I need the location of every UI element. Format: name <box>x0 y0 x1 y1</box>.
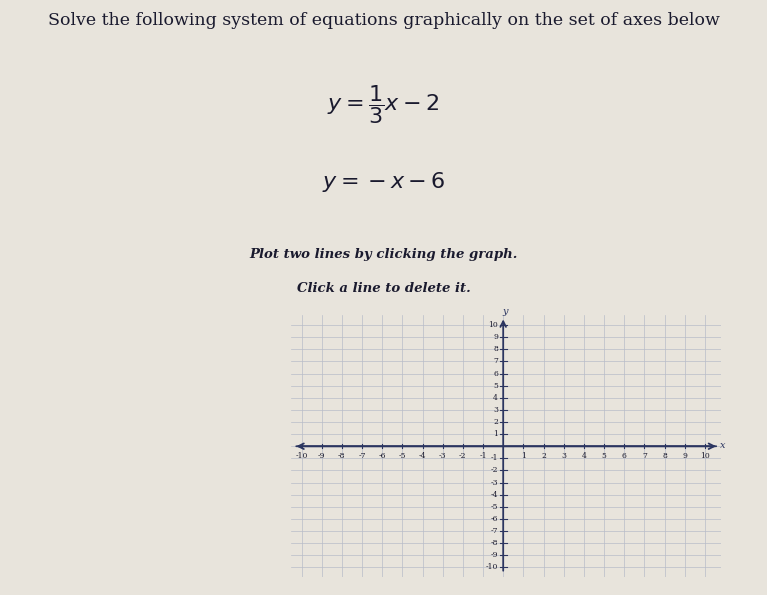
Text: 4: 4 <box>493 394 498 402</box>
Text: -3: -3 <box>491 478 498 487</box>
Text: Click a line to delete it.: Click a line to delete it. <box>297 281 470 295</box>
Text: 6: 6 <box>622 452 627 460</box>
Text: -1: -1 <box>479 452 487 460</box>
Text: 3: 3 <box>561 452 566 460</box>
Text: 6: 6 <box>493 369 498 378</box>
Text: 2: 2 <box>493 418 498 426</box>
Text: -5: -5 <box>399 452 406 460</box>
Text: -5: -5 <box>491 503 498 511</box>
Text: -4: -4 <box>491 491 498 499</box>
Text: -7: -7 <box>491 527 498 535</box>
Text: -4: -4 <box>419 452 426 460</box>
Text: -10: -10 <box>486 563 498 571</box>
Text: -6: -6 <box>491 515 498 523</box>
Text: 4: 4 <box>581 452 586 460</box>
Text: y: y <box>502 307 508 316</box>
Text: Solve the following system of equations graphically on the set of axes below: Solve the following system of equations … <box>48 12 719 29</box>
Text: -9: -9 <box>318 452 325 460</box>
Text: 1: 1 <box>493 430 498 438</box>
Text: 8: 8 <box>493 345 498 353</box>
Text: -3: -3 <box>439 452 446 460</box>
Text: -6: -6 <box>378 452 386 460</box>
Text: -7: -7 <box>358 452 366 460</box>
Text: -2: -2 <box>459 452 466 460</box>
Text: x: x <box>720 440 726 450</box>
Text: -10: -10 <box>295 452 308 460</box>
Text: 7: 7 <box>642 452 647 460</box>
Text: $y = -x - 6$: $y = -x - 6$ <box>321 170 446 194</box>
Text: 3: 3 <box>493 406 498 414</box>
Text: 5: 5 <box>601 452 607 460</box>
Text: 2: 2 <box>541 452 546 460</box>
Text: -2: -2 <box>491 466 498 474</box>
Text: -8: -8 <box>491 539 498 547</box>
Text: -9: -9 <box>491 552 498 559</box>
Text: 10: 10 <box>700 452 709 460</box>
Text: 1: 1 <box>521 452 526 460</box>
Text: -1: -1 <box>491 455 498 462</box>
Text: 8: 8 <box>662 452 667 460</box>
Text: $y = \dfrac{1}{3}x - 2$: $y = \dfrac{1}{3}x - 2$ <box>328 83 439 127</box>
Text: 10: 10 <box>489 321 498 329</box>
Text: 5: 5 <box>493 381 498 390</box>
Text: -8: -8 <box>338 452 346 460</box>
Text: Plot two lines by clicking the graph.: Plot two lines by clicking the graph. <box>249 248 518 261</box>
Text: 7: 7 <box>493 358 498 365</box>
Text: 9: 9 <box>493 333 498 341</box>
Text: 9: 9 <box>682 452 687 460</box>
